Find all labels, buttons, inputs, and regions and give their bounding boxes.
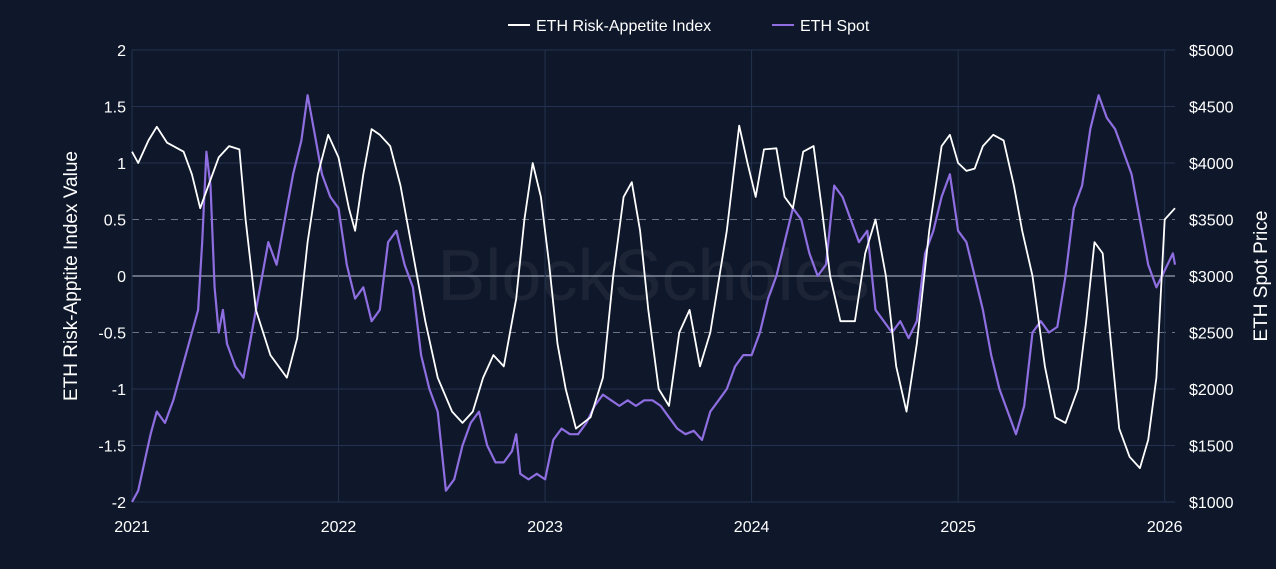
y-right-tick-label: $4000 bbox=[1189, 156, 1234, 173]
y-right-tick-label: $1000 bbox=[1189, 495, 1234, 512]
y-right-tick-label: $1500 bbox=[1189, 439, 1234, 456]
x-tick-label: 2025 bbox=[940, 519, 976, 536]
x-tick-label: 2024 bbox=[734, 519, 770, 536]
legend-label: ETH Spot bbox=[800, 18, 870, 35]
y-left-tick-label: 0.5 bbox=[104, 213, 126, 230]
y-left-tick-label: -0.5 bbox=[98, 326, 126, 343]
y-right-tick-label: $4500 bbox=[1189, 100, 1234, 117]
eth-spot-line bbox=[131, 94, 1177, 503]
y-left-tick-label: -1 bbox=[112, 382, 126, 399]
y-right-tick-label: $2000 bbox=[1189, 382, 1234, 399]
y-right-tick-label: $3000 bbox=[1189, 269, 1234, 286]
y-left-tick-label: -1.5 bbox=[98, 439, 126, 456]
y-right-tick-label: $2500 bbox=[1189, 326, 1234, 343]
y-right-tick-label: $3500 bbox=[1189, 213, 1234, 230]
y-left-axis-title: ETH Risk-Apptite Index Value bbox=[61, 151, 82, 401]
y-left-tick-label: -2 bbox=[112, 495, 126, 512]
y-right-tick-label: $5000 bbox=[1189, 43, 1234, 60]
legend-label: ETH Risk-Appetite Index bbox=[536, 18, 711, 35]
y-left-tick-label: 0 bbox=[117, 269, 126, 286]
x-tick-label: 2023 bbox=[527, 519, 563, 536]
y-left-tick-label: 1 bbox=[117, 156, 126, 173]
x-tick-label: 2026 bbox=[1147, 519, 1183, 536]
x-tick-label: 2021 bbox=[114, 519, 150, 536]
y-right-axis-title: ETH Spot Price bbox=[1251, 211, 1272, 342]
y-left-tick-label: 2 bbox=[117, 43, 126, 60]
x-tick-label: 2022 bbox=[321, 519, 357, 536]
y-left-tick-label: 1.5 bbox=[104, 100, 126, 117]
risk-appetite-index-line bbox=[131, 124, 1176, 469]
